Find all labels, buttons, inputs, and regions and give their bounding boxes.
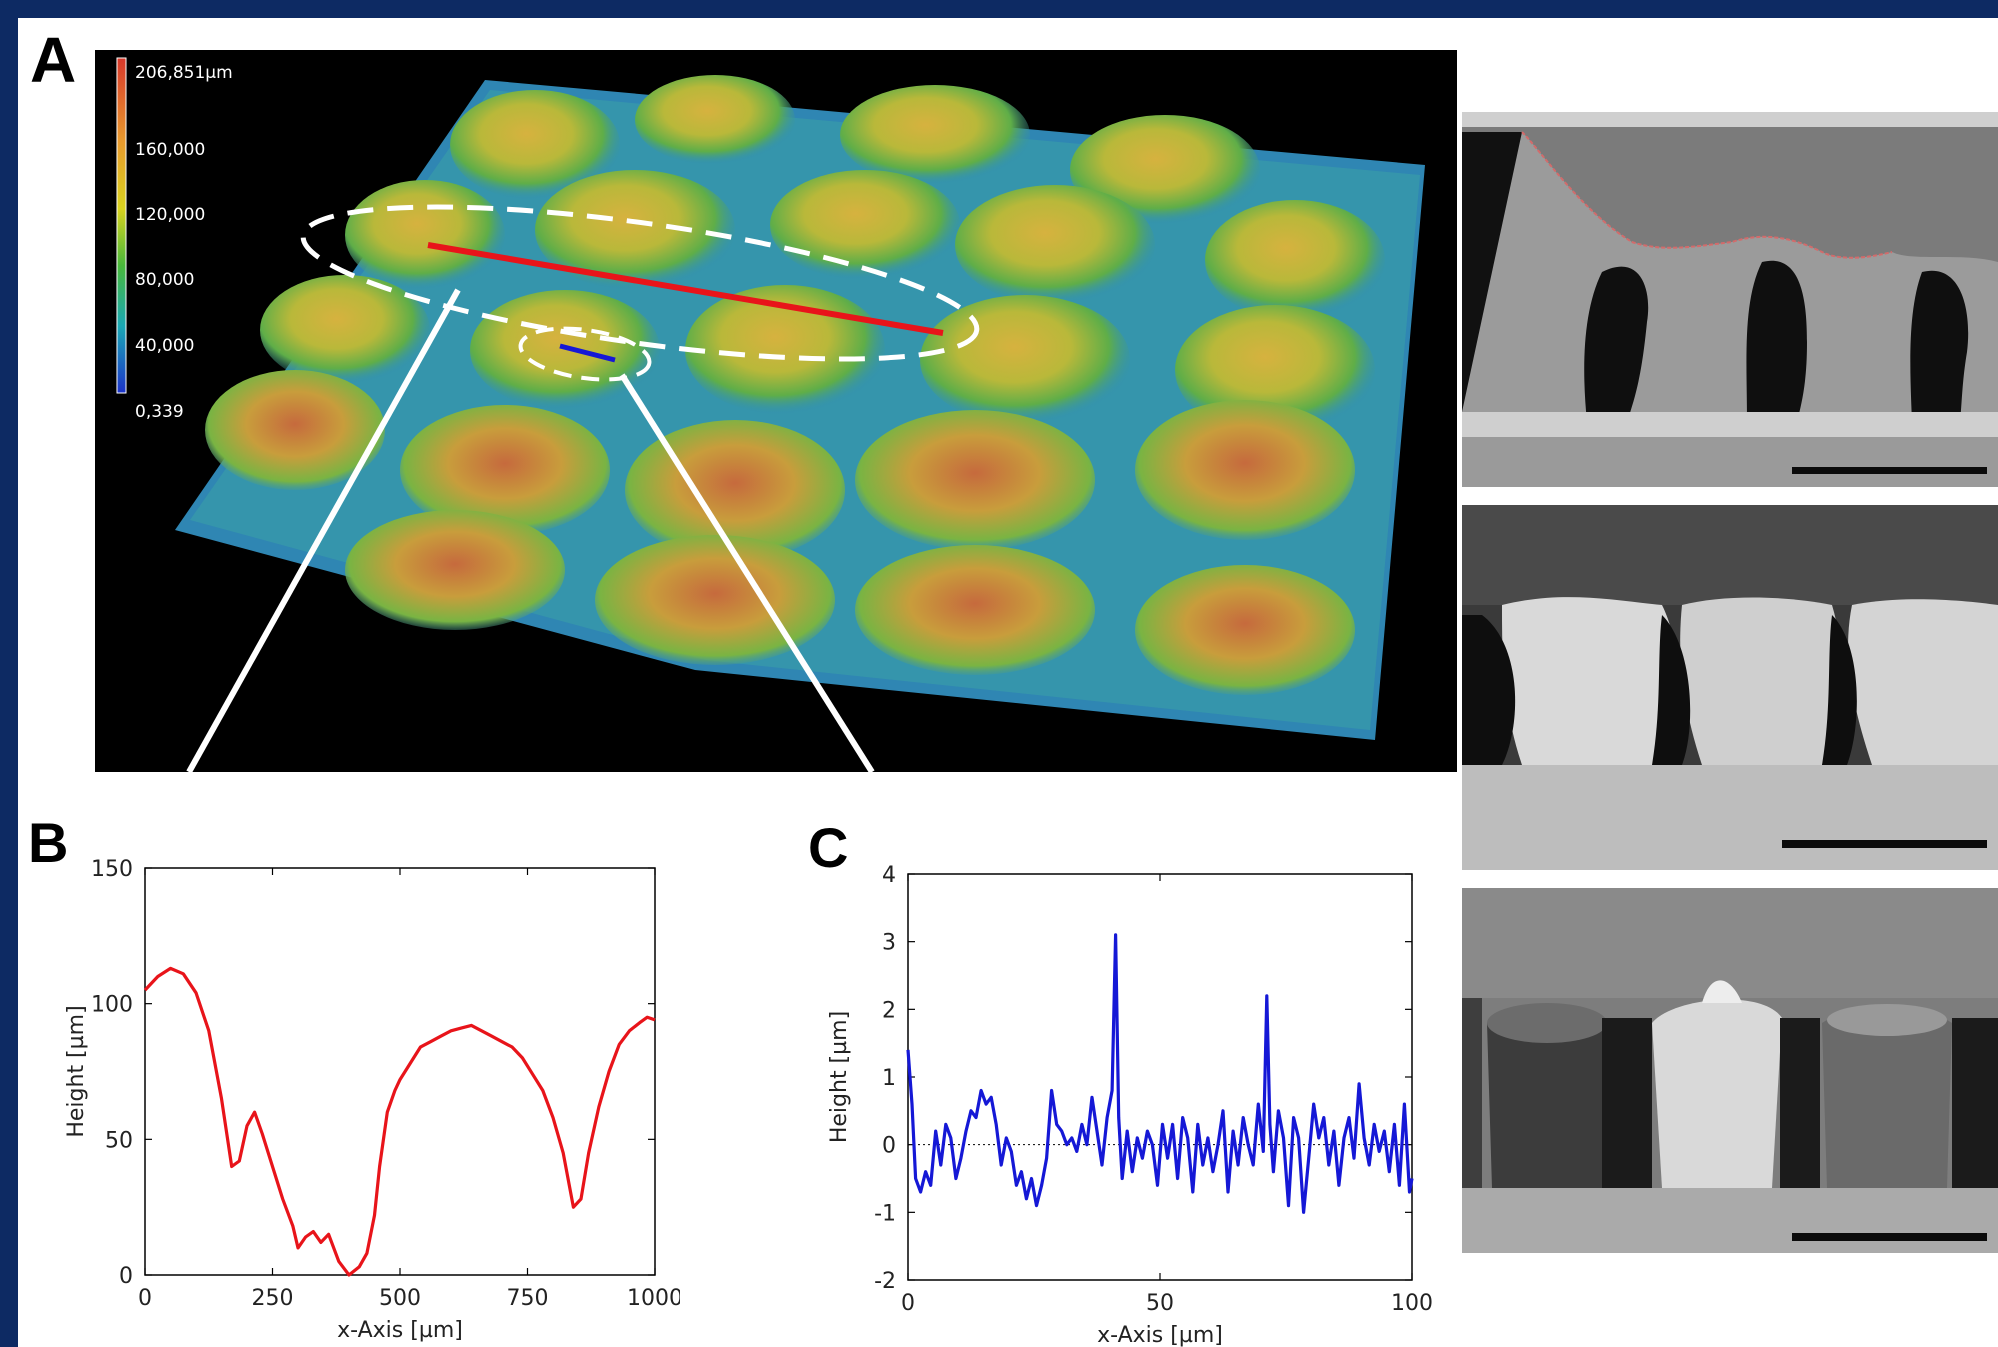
x-tick-label: 500 <box>379 1286 421 1311</box>
y-tick-label: 100 <box>91 993 133 1018</box>
y-tick-label: -1 <box>874 1201 896 1226</box>
x-axis-label: x-Axis [µm] <box>1097 1323 1223 1347</box>
y-tick-label: 3 <box>882 931 896 956</box>
y-axis-label: Height [µm] <box>64 1005 89 1137</box>
y-tick-label: -2 <box>874 1269 896 1294</box>
colorbar-label-80000: 80,000 <box>135 270 194 290</box>
profile-region-outline-large <box>300 204 980 362</box>
colorbar-label-max: 206,851µm <box>135 63 233 83</box>
profile-region-outline-small <box>518 326 652 382</box>
colorbar-label-160000: 160,000 <box>135 140 205 160</box>
x-tick-label: 750 <box>507 1286 549 1311</box>
x-tick-label: 250 <box>252 1286 294 1311</box>
colorbar-label-min: 0,339 <box>135 402 184 422</box>
left-border <box>0 0 18 1347</box>
y-axis-label: Height [µm] <box>827 1011 852 1143</box>
colorbar-label-40000: 40,000 <box>135 336 194 356</box>
panel-letter-c: C <box>808 816 849 879</box>
y-tick-label: 150 <box>91 857 133 882</box>
chart-panel-b: 0 250 500 750 1000 0 50 100 150 x-Axis [µm] Height… <box>64 857 680 1343</box>
plot-frame <box>144 867 656 1276</box>
series-line <box>143 966 656 1277</box>
colorbar-label-120000: 120,000 <box>135 205 205 225</box>
sem-image-bottom <box>1462 888 1998 1253</box>
y-tick-label: 4 <box>882 863 896 888</box>
x-axis-label: x-Axis [µm] <box>337 1318 463 1343</box>
panel-letter-a: A <box>30 24 77 96</box>
colorbar: 206,851µm 160,000 120,000 80,000 40,000 … <box>116 57 233 422</box>
scale-bumps <box>205 75 1385 695</box>
zoom-connectors <box>186 288 875 774</box>
x-tick-label: 50 <box>1146 1291 1174 1316</box>
panel-letter-b: B <box>28 811 69 874</box>
y-tick-label: 1 <box>882 1066 896 1091</box>
sem-image-top <box>1462 112 1998 487</box>
profile-line-blue <box>559 343 616 363</box>
topography-3d-render: 206,851µm 160,000 120,000 80,000 40,000 … <box>95 50 1457 772</box>
x-tick-label: 1000 <box>627 1286 680 1311</box>
x-tick-label: 0 <box>901 1291 915 1316</box>
series-line <box>906 933 1414 1214</box>
x-tick-label: 0 <box>138 1286 152 1311</box>
chart-panel-c: 0 50 100 -2 -1 0 1 2 3 4 x-Axis [µm] Height [µm] <box>827 863 1433 1347</box>
top-border <box>0 0 1998 18</box>
y-tick-label: 0 <box>119 1264 133 1289</box>
y-tick-label: 0 <box>882 1134 896 1159</box>
plot-frame <box>907 873 1413 1281</box>
y-tick-label: 2 <box>882 998 896 1023</box>
profile-line-red <box>427 242 944 336</box>
y-tick-label: 50 <box>105 1128 133 1153</box>
x-tick-label: 100 <box>1391 1291 1433 1316</box>
sem-image-middle <box>1462 505 1998 870</box>
